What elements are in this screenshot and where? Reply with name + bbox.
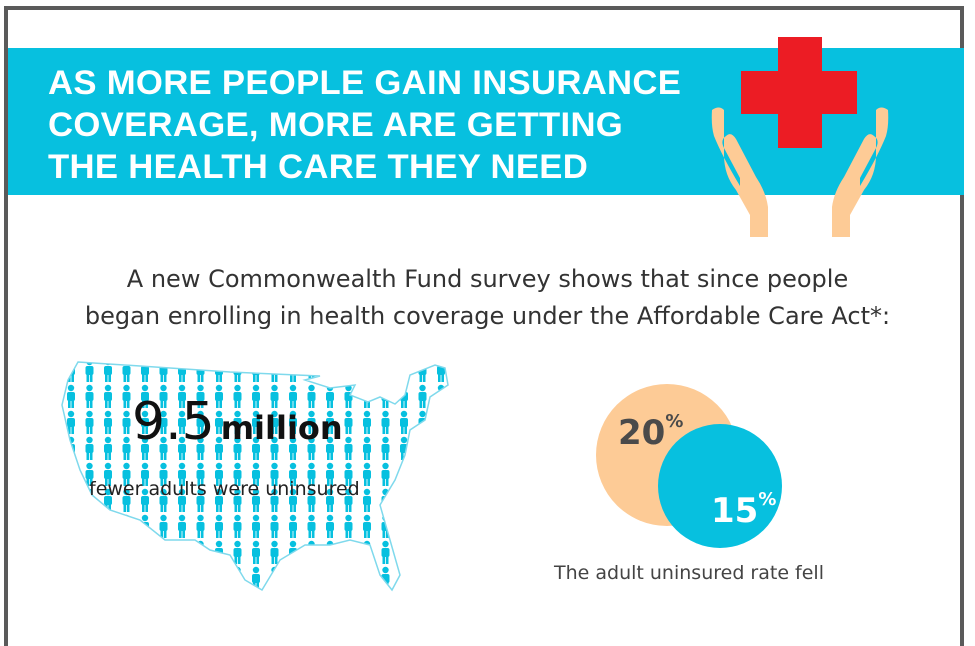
hands-holding-red-cross-icon (711, 37, 889, 237)
rate-before: 20% (618, 411, 684, 453)
rate-after: 15% (711, 489, 777, 531)
intro-line-1: A new Commonwealth Fund survey shows tha… (126, 265, 849, 293)
rate-caption: The adult uninsured rate fell (554, 562, 824, 584)
page-title: AS MORE PEOPLE GAIN INSURANCE COVERAGE, … (48, 62, 681, 188)
us-map-of-people-icons (61, 361, 449, 592)
title-line: COVERAGE, MORE ARE GETTING (48, 106, 624, 144)
stat-number: 9.5 million (132, 392, 343, 458)
intro-line-2: began enrolling in health coverage under… (84, 302, 891, 330)
percent-sign: % (665, 411, 684, 432)
page-frame (4, 6, 964, 646)
rate-before-value: 20 (618, 413, 666, 453)
stat-unit: million (220, 409, 343, 447)
stat-description: fewer adults were uninsured (89, 478, 360, 500)
title-line: THE HEALTH CARE THEY NEED (48, 148, 589, 186)
title-line: AS MORE PEOPLE GAIN INSURANCE (48, 64, 682, 102)
rate-after-value: 15 (711, 491, 759, 531)
circle-after (658, 424, 782, 548)
percent-sign: % (758, 489, 777, 510)
stat-value: 9.5 (132, 392, 215, 452)
